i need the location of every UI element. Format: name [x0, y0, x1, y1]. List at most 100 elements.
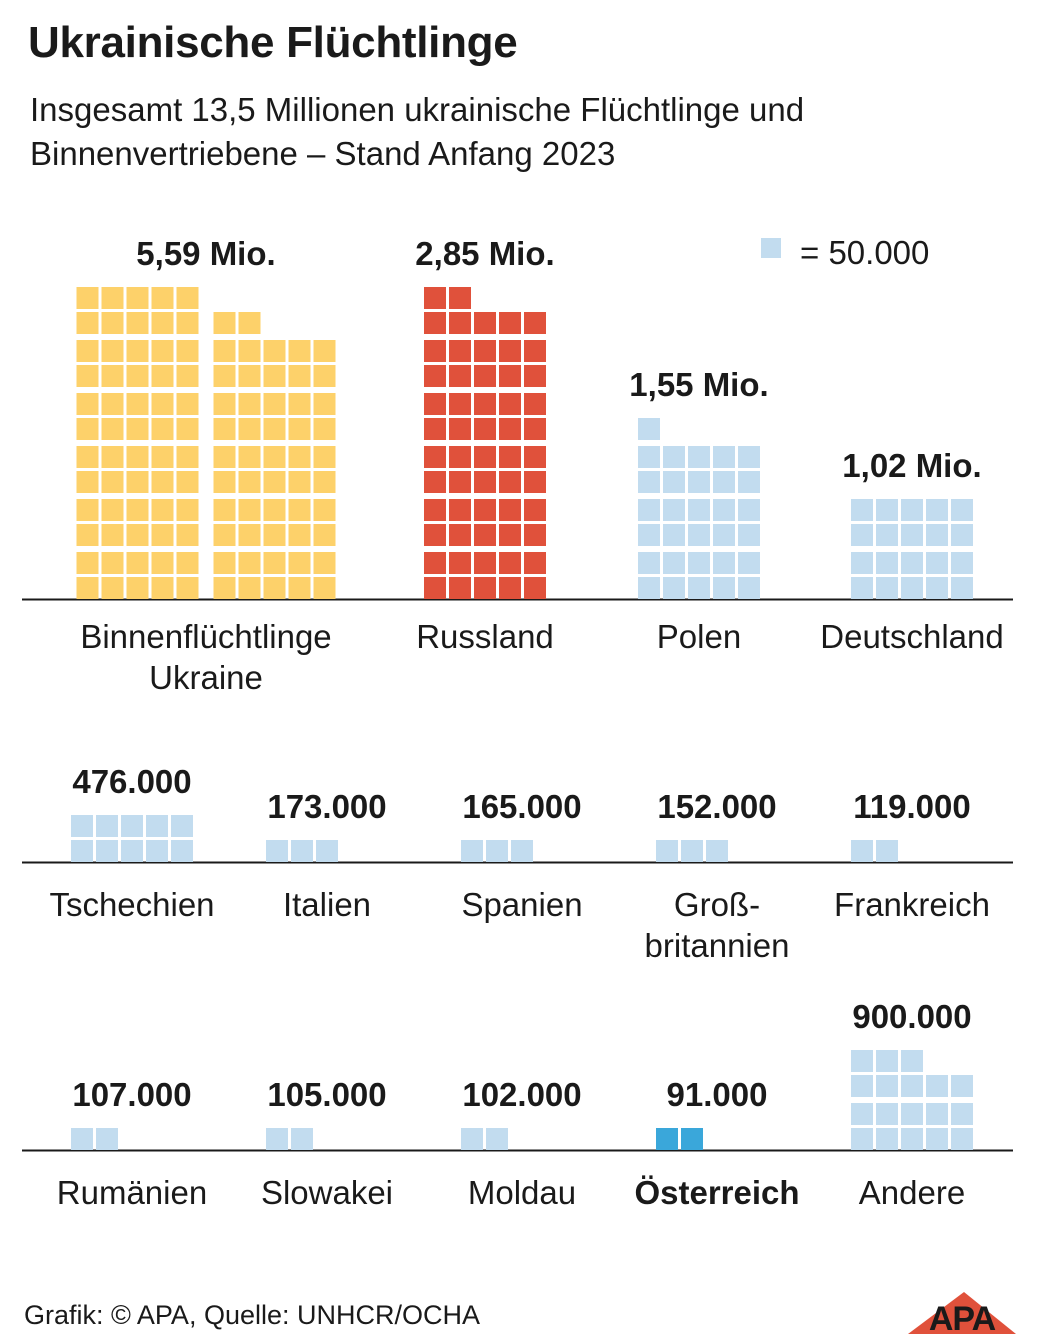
- waffle-square-spanien: [461, 840, 483, 862]
- legend-square-icon: [761, 238, 781, 258]
- waffle-square-russland: [449, 471, 471, 493]
- waffle-square-binnenfluechtlinge-ukraine: [176, 446, 199, 468]
- waffle-square-binnenfluechtlinge-ukraine: [101, 577, 124, 599]
- waffle-square-binnenfluechtlinge-ukraine: [288, 446, 311, 468]
- waffle-square-grossbritannien: [656, 840, 678, 862]
- waffle-square-binnenfluechtlinge-ukraine: [238, 552, 261, 574]
- value-label-rumaenien: 107.000: [72, 1076, 191, 1113]
- waffle-square-polen: [638, 418, 660, 440]
- waffle-square-binnenfluechtlinge-ukraine: [76, 340, 99, 362]
- waffle-square-deutschland: [901, 552, 923, 574]
- waffle-square-binnenfluechtlinge-ukraine: [126, 471, 149, 493]
- waffle-square-russland: [474, 471, 496, 493]
- waffle-square-tschechien: [171, 815, 193, 837]
- waffle-square-russland: [424, 340, 446, 362]
- waffle-square-moldau: [461, 1128, 483, 1150]
- waffle-square-russland: [449, 287, 471, 309]
- waffle-square-binnenfluechtlinge-ukraine: [288, 499, 311, 521]
- waffle-chart: = 50.000 5,59 Mio. Binnenflüchtlinge Ukrai…: [22, 234, 1013, 1211]
- waffle-square-binnenfluechtlinge-ukraine: [101, 552, 124, 574]
- waffle-square-deutschland: [876, 552, 898, 574]
- value-label-russland: 2,85 Mio.: [415, 235, 554, 272]
- waffle-square-andere: [901, 1050, 923, 1072]
- waffle-square-binnenfluechtlinge-ukraine: [213, 365, 236, 387]
- waffle-square-russland: [474, 393, 496, 415]
- waffle-square-russland: [424, 418, 446, 440]
- waffle-square-binnenfluechtlinge-ukraine: [288, 577, 311, 599]
- waffle-square-binnenfluechtlinge-ukraine: [151, 552, 174, 574]
- waffle-square-binnenfluechtlinge-ukraine: [288, 340, 311, 362]
- waffle-square-polen: [688, 446, 710, 468]
- waffle-square-russland: [424, 471, 446, 493]
- waffle-square-russland: [499, 393, 521, 415]
- waffle-square-binnenfluechtlinge-ukraine: [263, 365, 286, 387]
- waffle-square-binnenfluechtlinge-ukraine: [313, 393, 336, 415]
- waffle-square-deutschland: [951, 552, 973, 574]
- waffle-square-binnenfluechtlinge-ukraine: [213, 418, 236, 440]
- category-label-italien: Italien: [283, 886, 371, 923]
- waffle-square-tschechien: [71, 815, 93, 837]
- waffle-square-binnenfluechtlinge-ukraine: [176, 393, 199, 415]
- waffle-square-binnenfluechtlinge-ukraine: [126, 393, 149, 415]
- waffle-square-deutschland: [901, 577, 923, 599]
- waffle-square-russland: [424, 287, 446, 309]
- waffle-square-spanien: [511, 840, 533, 862]
- waffle-square-binnenfluechtlinge-ukraine: [101, 393, 124, 415]
- waffle-square-binnenfluechtlinge-ukraine: [126, 446, 149, 468]
- waffle-square-binnenfluechtlinge-ukraine: [126, 499, 149, 521]
- waffle-square-deutschland: [951, 499, 973, 521]
- waffle-square-russland: [424, 524, 446, 546]
- value-label-moldau: 102.000: [462, 1076, 581, 1113]
- waffle-square-russland: [449, 552, 471, 574]
- waffle-square-binnenfluechtlinge-ukraine: [238, 340, 261, 362]
- waffle-square-binnenfluechtlinge-ukraine: [126, 577, 149, 599]
- waffle-square-binnenfluechtlinge-ukraine: [126, 365, 149, 387]
- waffle-square-deutschland: [851, 499, 873, 521]
- waffle-square-binnenfluechtlinge-ukraine: [151, 287, 174, 309]
- waffle-square-binnenfluechtlinge-ukraine: [238, 365, 261, 387]
- category-label-andere: Andere: [859, 1174, 965, 1211]
- waffle-square-andere: [951, 1128, 973, 1150]
- waffle-square-russland: [424, 312, 446, 334]
- waffle-square-binnenfluechtlinge-ukraine: [126, 418, 149, 440]
- waffle-square-binnenfluechtlinge-ukraine: [101, 340, 124, 362]
- value-label-grossbritannien: 152.000: [657, 788, 776, 825]
- waffle-square-polen: [713, 524, 735, 546]
- waffle-square-polen: [638, 499, 660, 521]
- waffle-square-binnenfluechtlinge-ukraine: [288, 471, 311, 493]
- waffle-square-tschechien: [121, 815, 143, 837]
- value-label-tschechien: 476.000: [72, 763, 191, 800]
- waffle-square-andere: [926, 1075, 948, 1097]
- category-label-rumaenien: Rumänien: [57, 1174, 207, 1211]
- waffle-square-polen: [688, 552, 710, 574]
- waffle-square-deutschland: [851, 524, 873, 546]
- waffle-square-polen: [663, 471, 685, 493]
- waffle-square-binnenfluechtlinge-ukraine: [176, 577, 199, 599]
- waffle-square-binnenfluechtlinge-ukraine: [213, 446, 236, 468]
- waffle-square-russland: [524, 365, 546, 387]
- waffle-square-deutschland: [876, 577, 898, 599]
- waffle-square-binnenfluechtlinge-ukraine: [76, 552, 99, 574]
- waffle-square-russland: [424, 552, 446, 574]
- category-label-binnenfluechtlinge-ukraine: Binnenflüchtlinge: [80, 618, 331, 655]
- waffle-square-binnenfluechtlinge-ukraine: [76, 499, 99, 521]
- waffle-square-andere: [876, 1103, 898, 1125]
- waffle-square-russland: [499, 418, 521, 440]
- waffle-square-binnenfluechtlinge-ukraine: [76, 577, 99, 599]
- waffle-square-russland: [524, 552, 546, 574]
- waffle-square-russland: [499, 524, 521, 546]
- waffle-square-polen: [638, 524, 660, 546]
- value-label-italien: 173.000: [267, 788, 386, 825]
- waffle-square-binnenfluechtlinge-ukraine: [126, 340, 149, 362]
- waffle-square-binnenfluechtlinge-ukraine: [151, 577, 174, 599]
- waffle-square-binnenfluechtlinge-ukraine: [126, 552, 149, 574]
- waffle-square-russland: [474, 312, 496, 334]
- waffle-square-binnenfluechtlinge-ukraine: [313, 340, 336, 362]
- category-label-polen: Polen: [657, 618, 741, 655]
- waffle-square-russland: [449, 577, 471, 599]
- svg-text:APA: APA: [929, 1300, 996, 1336]
- value-label-frankreich: 119.000: [853, 788, 970, 825]
- waffle-square-binnenfluechtlinge-ukraine: [176, 552, 199, 574]
- waffle-square-andere: [901, 1128, 923, 1150]
- waffle-square-russland: [499, 446, 521, 468]
